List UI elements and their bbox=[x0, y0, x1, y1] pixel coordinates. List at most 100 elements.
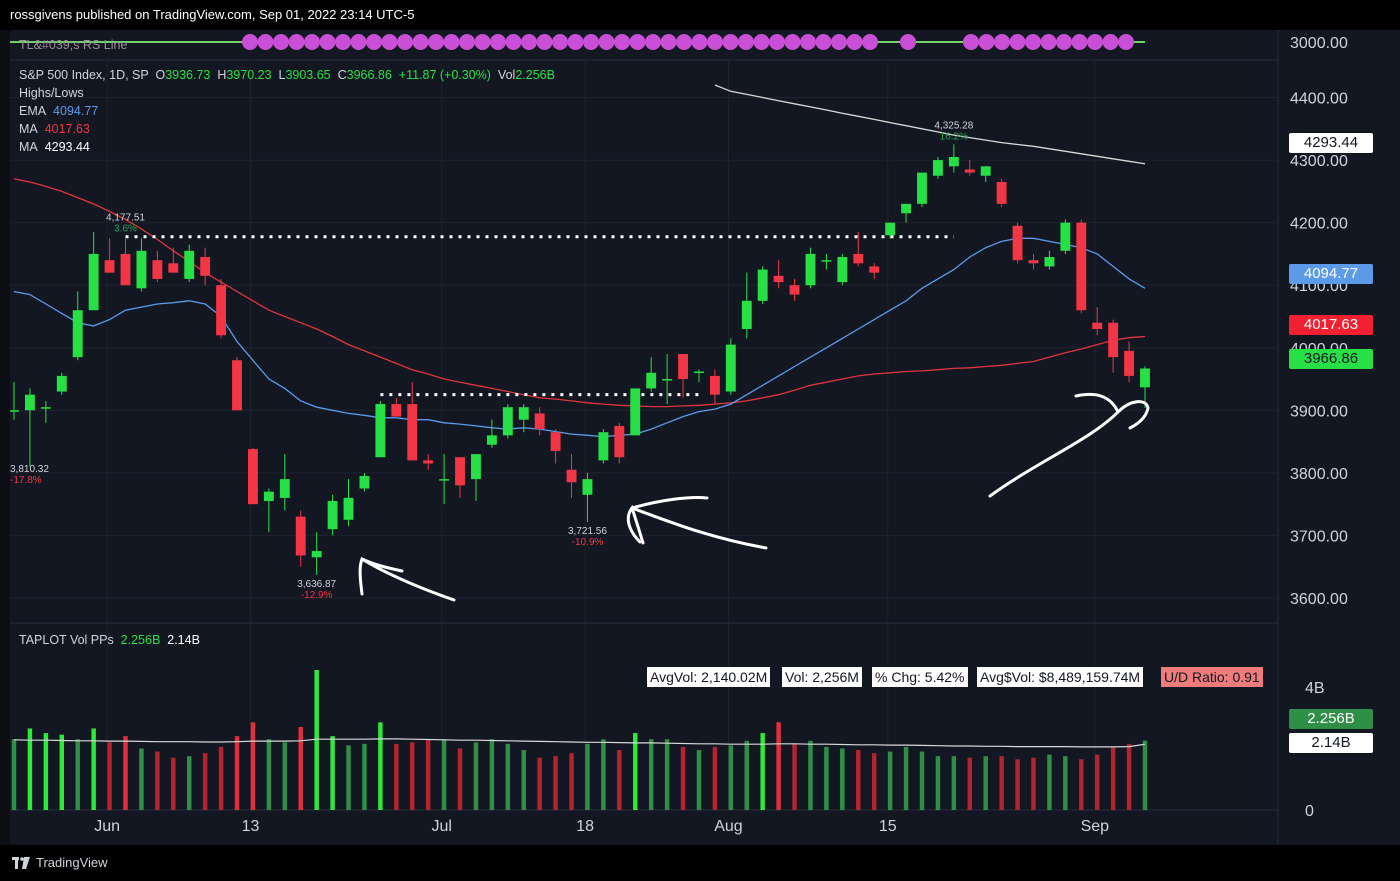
rs-new-high-dot bbox=[1087, 34, 1103, 50]
candle-body bbox=[709, 375, 720, 395]
close-price-tag: 3966.86 bbox=[1289, 349, 1373, 369]
candle-body bbox=[72, 310, 83, 358]
rs-new-high-dot bbox=[691, 34, 708, 50]
candle-body bbox=[1092, 322, 1103, 329]
symbol-name: S&P 500 Index, 1D, SP bbox=[19, 68, 149, 82]
candle-body bbox=[56, 375, 67, 392]
vol-ind-value1: 2.256B bbox=[120, 633, 161, 647]
volume-price-tag: 2.256B bbox=[1289, 709, 1373, 729]
volume-bar bbox=[903, 746, 909, 810]
time-tick-label: Jul bbox=[431, 818, 451, 835]
candle-body bbox=[200, 257, 211, 276]
hand-drawn-arrow bbox=[988, 392, 1150, 498]
candle-body bbox=[614, 425, 625, 458]
candle-body bbox=[1076, 222, 1087, 311]
ma1-legend: MA 4017.63 bbox=[19, 122, 90, 136]
volume-bar bbox=[441, 739, 447, 810]
candle-body bbox=[678, 354, 688, 380]
candle-body bbox=[964, 169, 975, 173]
volume-bar bbox=[234, 736, 240, 810]
time-tick-label: Sep bbox=[1081, 818, 1110, 835]
ma1-value: 4017.63 bbox=[44, 122, 90, 136]
volume-bar bbox=[967, 757, 973, 810]
rs-new-high-dot bbox=[963, 34, 979, 50]
rs-new-high-dot bbox=[552, 34, 568, 50]
rs-new-high-dot bbox=[350, 34, 367, 50]
ema-line bbox=[13, 237, 1146, 438]
rs-new-high-dot bbox=[800, 34, 816, 50]
ema-legend: EMA 4094.77 bbox=[19, 104, 99, 118]
volume-bar bbox=[266, 739, 272, 810]
time-tick-label: 13 bbox=[242, 818, 260, 835]
candle-body bbox=[24, 394, 35, 411]
candle-body bbox=[534, 413, 545, 430]
volume-bar bbox=[314, 670, 319, 810]
volume-bar bbox=[1015, 759, 1020, 810]
publisher-text: rossgivens published on TradingView.com,… bbox=[10, 7, 415, 22]
rs-new-high-dot bbox=[831, 34, 847, 50]
volume-bar bbox=[585, 743, 590, 810]
vol-ind-value2: 2.14B bbox=[167, 633, 200, 647]
volume-bar bbox=[59, 734, 65, 810]
rs-new-high-dot bbox=[978, 34, 995, 50]
ma1-price-tag: 4017.63 bbox=[1289, 315, 1373, 335]
volume-bar bbox=[824, 746, 829, 810]
candlestick-chart[interactable]: 4400.004300.004200.004100.004000.003900.… bbox=[10, 30, 1400, 845]
candle-body bbox=[948, 156, 959, 167]
rs-new-high-dot bbox=[490, 34, 506, 50]
price-tick-label: 3600.00 bbox=[1290, 591, 1348, 608]
symbol-legend: S&P 500 Index, 1D, SP O3936.73 H3970.23 … bbox=[19, 68, 555, 82]
volume-bar bbox=[202, 753, 208, 810]
rs-new-high-dot bbox=[567, 34, 584, 50]
candle-body bbox=[837, 257, 848, 283]
time-tick-label: Aug bbox=[714, 818, 742, 835]
rs-new-high-dot bbox=[1040, 34, 1057, 50]
rs-new-high-dot bbox=[722, 34, 739, 50]
volume-bar bbox=[728, 745, 734, 810]
high-price-label: 4,325.28 bbox=[934, 120, 973, 131]
candle-body bbox=[646, 372, 657, 389]
chart-frame[interactable]: 4400.004300.004200.004100.004000.003900.… bbox=[10, 30, 1400, 845]
volume-bar bbox=[378, 722, 383, 810]
candle-body bbox=[184, 250, 195, 279]
candle-body bbox=[980, 166, 991, 176]
rs-new-high-dot bbox=[900, 34, 916, 50]
candle-body bbox=[741, 300, 752, 329]
price-tick-label: 3700.00 bbox=[1290, 528, 1348, 545]
candle-body bbox=[757, 269, 768, 301]
rs-new-high-dot bbox=[536, 34, 553, 50]
rs-new-high-dot bbox=[784, 34, 801, 50]
close-value: 3966.86 bbox=[346, 68, 392, 82]
pct-chg-box: % Chg: 5.42% bbox=[872, 667, 968, 687]
candle-body bbox=[805, 253, 816, 286]
tradingview-logo[interactable]: TradingView bbox=[12, 855, 108, 870]
highs-lows-legend: Highs/Lows bbox=[19, 86, 84, 100]
high-price-label: 4,177.51 bbox=[106, 213, 145, 224]
volume-bar bbox=[696, 750, 702, 810]
volume-bar bbox=[457, 748, 463, 810]
candle-body bbox=[136, 250, 147, 289]
rs-new-high-dot bbox=[753, 34, 770, 50]
vol-box: Vol: 2,256M bbox=[782, 667, 862, 687]
rs-new-high-dot bbox=[412, 34, 429, 50]
hand-drawn-arrow bbox=[358, 556, 456, 602]
rs-new-high-dot bbox=[645, 34, 661, 50]
candle-body bbox=[789, 285, 800, 295]
rs-new-high-dot bbox=[629, 34, 646, 50]
volume-bar bbox=[537, 757, 542, 810]
low-price-label: 3,721.56 bbox=[568, 526, 607, 537]
volume-bar bbox=[425, 739, 431, 810]
rs-new-high-dot bbox=[1071, 34, 1088, 50]
volume-bar bbox=[617, 750, 622, 810]
candle-body bbox=[821, 260, 832, 262]
rs-line-label: TL&#039;s RS Line bbox=[19, 38, 128, 52]
rs-new-high-dot bbox=[994, 34, 1010, 50]
volume-bar bbox=[887, 751, 893, 810]
volume-bar bbox=[330, 736, 335, 810]
avg-volume-price-tag: 2.14B bbox=[1289, 733, 1373, 753]
rs-new-high-dot bbox=[443, 34, 460, 50]
candle-body bbox=[168, 263, 179, 273]
brand-label: TradingView bbox=[36, 855, 108, 870]
rs-tick-label: 3000.00 bbox=[1290, 35, 1348, 52]
rs-new-high-dot bbox=[862, 34, 878, 50]
